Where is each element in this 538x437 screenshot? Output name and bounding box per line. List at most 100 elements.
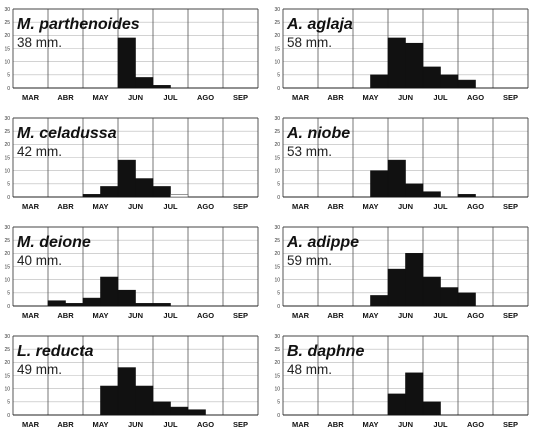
bar — [100, 276, 119, 307]
month-label: ABR — [327, 202, 344, 211]
bar — [152, 85, 171, 89]
month-label: ABR — [57, 311, 74, 320]
y-tick-label: 25 — [4, 20, 10, 26]
y-tick-label: 10 — [4, 59, 10, 65]
month-label: SEP — [233, 202, 248, 211]
month-label: MAR — [292, 93, 310, 102]
y-tick-label: 25 — [4, 347, 10, 353]
y-tick-label: 25 — [274, 347, 280, 353]
y-tick-label: 0 — [277, 86, 280, 92]
y-tick-label: 20 — [4, 251, 10, 257]
wingspan-label: 48 mm. — [287, 362, 332, 377]
month-label: MAY — [93, 311, 109, 320]
month-label: MAR — [22, 311, 40, 320]
month-label: SEP — [233, 420, 248, 429]
y-tick-label: 15 — [4, 46, 10, 52]
month-label: MAY — [363, 311, 379, 320]
month-label: MAR — [22, 420, 40, 429]
wingspan-label: 42 mm. — [17, 144, 62, 159]
bar — [152, 186, 171, 198]
bar — [405, 42, 424, 89]
panel-7: 0 5 10 15 20 25 30 MAR ABR MAY JUN JUL AGO SEP L. redu… — [4, 334, 259, 429]
bar — [135, 77, 154, 89]
bar — [457, 194, 476, 198]
y-tick-label: 10 — [274, 59, 280, 65]
bar — [187, 409, 206, 416]
y-tick-label: 25 — [4, 238, 10, 244]
month-label: MAY — [363, 202, 379, 211]
bar — [387, 159, 406, 198]
bar — [152, 303, 171, 307]
y-tick-label: 5 — [277, 400, 280, 406]
month-label: AGO — [197, 93, 214, 102]
y-tick-label: 20 — [4, 33, 10, 39]
panel-5: 0 5 10 15 20 25 30 MAR ABR MAY JUN JUL AGO SEP M. deio… — [4, 225, 259, 320]
bar — [100, 186, 119, 198]
wingspan-label: 59 mm. — [287, 253, 332, 268]
y-tick-label: 15 — [4, 373, 10, 379]
y-tick-label: 30 — [4, 116, 10, 122]
y-tick-label: 30 — [274, 116, 280, 122]
bar — [152, 401, 171, 416]
bar — [117, 367, 136, 416]
month-label: MAY — [93, 93, 109, 102]
species-title: A. aglaja — [286, 16, 353, 33]
y-tick-label: 25 — [274, 20, 280, 26]
y-tick-label: 10 — [4, 168, 10, 174]
month-label: AGO — [197, 202, 214, 211]
month-label: JUN — [398, 93, 413, 102]
month-label: JUN — [128, 420, 143, 429]
bar — [457, 292, 476, 307]
y-tick-label: 20 — [274, 33, 280, 39]
y-tick-label: 30 — [274, 334, 280, 340]
y-tick-label: 25 — [4, 129, 10, 135]
wingspan-label: 53 mm. — [287, 144, 332, 159]
bar — [135, 178, 154, 198]
month-label: MAY — [93, 420, 109, 429]
species-title: M. parthenoides — [17, 16, 140, 33]
month-label: SEP — [233, 311, 248, 320]
y-tick-label: 10 — [274, 168, 280, 174]
y-tick-label: 5 — [7, 73, 10, 79]
y-tick-label: 10 — [4, 386, 10, 392]
bar — [135, 303, 154, 307]
month-label: MAR — [22, 202, 40, 211]
bar — [440, 287, 459, 307]
month-label: AGO — [467, 93, 484, 102]
y-tick-label: 15 — [274, 264, 280, 270]
y-tick-label: 20 — [274, 251, 280, 257]
bar — [82, 297, 101, 307]
panel-1: 0 5 10 15 20 25 30 MAR ABR MAY JUN JUL AGO SEP M. part… — [4, 7, 259, 102]
month-label: AGO — [467, 420, 484, 429]
month-label: MAY — [363, 93, 379, 102]
species-title: M. celadussa — [17, 125, 117, 142]
y-tick-label: 30 — [274, 225, 280, 231]
y-tick-label: 0 — [277, 413, 280, 419]
y-tick-label: 10 — [274, 277, 280, 283]
panel-6: 0 5 10 15 20 25 30 MAR ABR MAY JUN JUL AGO SEP A. adip… — [274, 225, 529, 320]
month-label: ABR — [327, 420, 344, 429]
species-title: M. deione — [17, 234, 91, 251]
y-tick-label: 5 — [7, 291, 10, 297]
species-title: A. niobe — [286, 125, 350, 142]
y-tick-label: 5 — [277, 291, 280, 297]
bar — [422, 66, 441, 89]
month-label: AGO — [197, 311, 214, 320]
month-label: JUN — [128, 311, 143, 320]
bar — [387, 393, 406, 416]
bar — [387, 268, 406, 307]
month-label: SEP — [503, 420, 518, 429]
y-tick-label: 5 — [7, 400, 10, 406]
month-label: MAY — [363, 420, 379, 429]
species-title: A. adippe — [286, 234, 359, 251]
month-label: JUN — [128, 202, 143, 211]
month-label: ABR — [57, 202, 74, 211]
month-label: JUL — [433, 93, 448, 102]
month-label: JUL — [163, 202, 178, 211]
bar — [370, 170, 389, 198]
month-label: ABR — [327, 311, 344, 320]
month-label: JUN — [398, 311, 413, 320]
month-label: MAR — [22, 93, 40, 102]
month-label: MAY — [93, 202, 109, 211]
bar — [170, 406, 189, 416]
